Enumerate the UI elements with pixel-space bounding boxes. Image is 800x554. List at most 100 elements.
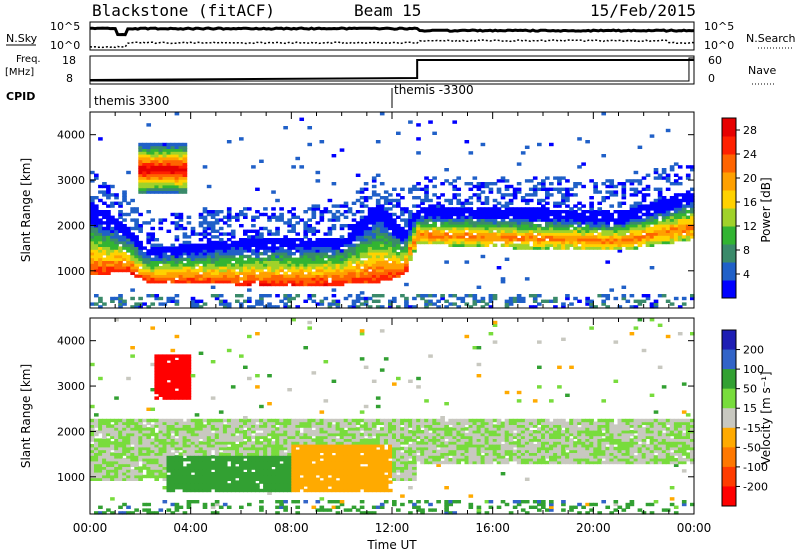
power-cell bbox=[524, 224, 530, 228]
power-cell bbox=[230, 246, 236, 250]
velocity-cell bbox=[190, 444, 196, 448]
velocity-cell bbox=[210, 483, 216, 487]
power-cell bbox=[146, 168, 152, 172]
power-cell bbox=[412, 221, 417, 225]
power-cell bbox=[243, 271, 248, 275]
power-cell bbox=[194, 305, 200, 309]
velocity-cell bbox=[194, 472, 200, 476]
power-cell bbox=[287, 257, 292, 261]
power-cell bbox=[243, 268, 248, 273]
power-cell bbox=[392, 224, 397, 228]
velocity-cell bbox=[162, 444, 168, 448]
power-cell bbox=[532, 215, 538, 219]
velocity-cell bbox=[98, 472, 103, 476]
power-cell bbox=[243, 240, 248, 245]
velocity-cell bbox=[214, 500, 220, 504]
velocity-cell bbox=[218, 438, 224, 442]
power-cell bbox=[311, 212, 317, 217]
velocity-cell bbox=[194, 441, 200, 445]
power-cell bbox=[343, 277, 349, 281]
velocity-cell bbox=[279, 438, 284, 442]
power-cell bbox=[657, 224, 663, 228]
power-cell bbox=[460, 243, 466, 247]
power-cell bbox=[182, 173, 188, 177]
velocity-cell bbox=[226, 486, 232, 490]
power-cell bbox=[355, 224, 361, 228]
power-cell bbox=[226, 257, 232, 261]
power-cell bbox=[190, 266, 196, 270]
velocity-cell bbox=[130, 421, 135, 425]
velocity-cell bbox=[235, 430, 240, 434]
power-cell bbox=[102, 263, 107, 267]
power-cell bbox=[400, 238, 405, 242]
power-cell bbox=[464, 238, 470, 242]
velocity-cell bbox=[259, 452, 264, 456]
power-cell bbox=[367, 238, 373, 242]
power-cell bbox=[613, 243, 619, 247]
velocity-cell bbox=[174, 444, 180, 448]
power-cell bbox=[178, 142, 184, 147]
velocity-cell bbox=[178, 486, 184, 490]
power-cell bbox=[150, 226, 156, 231]
power-cell bbox=[472, 215, 478, 219]
velocity-cell bbox=[287, 455, 292, 459]
power-cell bbox=[291, 263, 296, 267]
velocity-cell bbox=[170, 483, 176, 487]
power-cell bbox=[541, 238, 546, 242]
velocity-cell bbox=[178, 374, 184, 378]
velocity-cell bbox=[174, 458, 180, 462]
power-cell bbox=[355, 249, 361, 253]
power-cell bbox=[524, 229, 530, 233]
power-cell bbox=[520, 221, 526, 225]
power-cell bbox=[613, 240, 619, 245]
velocity-cell bbox=[287, 430, 292, 434]
power-cell bbox=[673, 198, 679, 203]
power-cell bbox=[468, 243, 474, 247]
velocity-cell bbox=[122, 449, 127, 453]
power-cell bbox=[673, 207, 679, 211]
velocity-cell bbox=[275, 477, 280, 481]
power-cell bbox=[347, 280, 353, 284]
power-cell bbox=[218, 210, 224, 214]
power-cell bbox=[645, 207, 651, 211]
velocity-cell bbox=[214, 463, 220, 467]
power-cell bbox=[311, 271, 317, 275]
power-cell bbox=[94, 257, 99, 261]
power-cell bbox=[653, 224, 659, 228]
velocity-cell bbox=[166, 438, 172, 442]
power-cell bbox=[263, 263, 268, 267]
power-cell bbox=[102, 260, 107, 264]
power-cell bbox=[553, 224, 558, 228]
velocity-cell bbox=[170, 474, 176, 479]
velocity-cell bbox=[259, 455, 264, 459]
power-cell bbox=[255, 240, 260, 245]
velocity-cell bbox=[166, 354, 172, 358]
power-cell bbox=[126, 246, 131, 250]
velocity-cell bbox=[114, 449, 119, 453]
power-cell bbox=[520, 218, 526, 222]
velocity-cell bbox=[198, 486, 204, 490]
power-cell bbox=[355, 266, 361, 270]
power-cell bbox=[138, 168, 143, 172]
power-cell bbox=[122, 243, 127, 247]
velocity-cell bbox=[106, 427, 111, 431]
power-cell bbox=[363, 198, 369, 203]
velocity-cell bbox=[251, 435, 256, 439]
velocity-cell bbox=[259, 463, 264, 467]
power-cell bbox=[235, 294, 240, 298]
velocity-cell bbox=[210, 474, 216, 479]
velocity-cell bbox=[226, 432, 232, 437]
velocity-cell bbox=[283, 466, 288, 470]
power-cell bbox=[130, 296, 135, 301]
power-cell bbox=[504, 184, 510, 189]
velocity-cell bbox=[158, 418, 164, 423]
power-cell bbox=[319, 268, 325, 273]
power-cell bbox=[383, 252, 389, 256]
power-cell bbox=[90, 271, 95, 275]
velocity-cell bbox=[134, 449, 139, 453]
power-cell bbox=[307, 254, 313, 259]
power-cell bbox=[472, 221, 478, 225]
power-cell bbox=[371, 226, 377, 231]
power-cell bbox=[162, 142, 168, 147]
velocity-cell bbox=[291, 474, 296, 479]
